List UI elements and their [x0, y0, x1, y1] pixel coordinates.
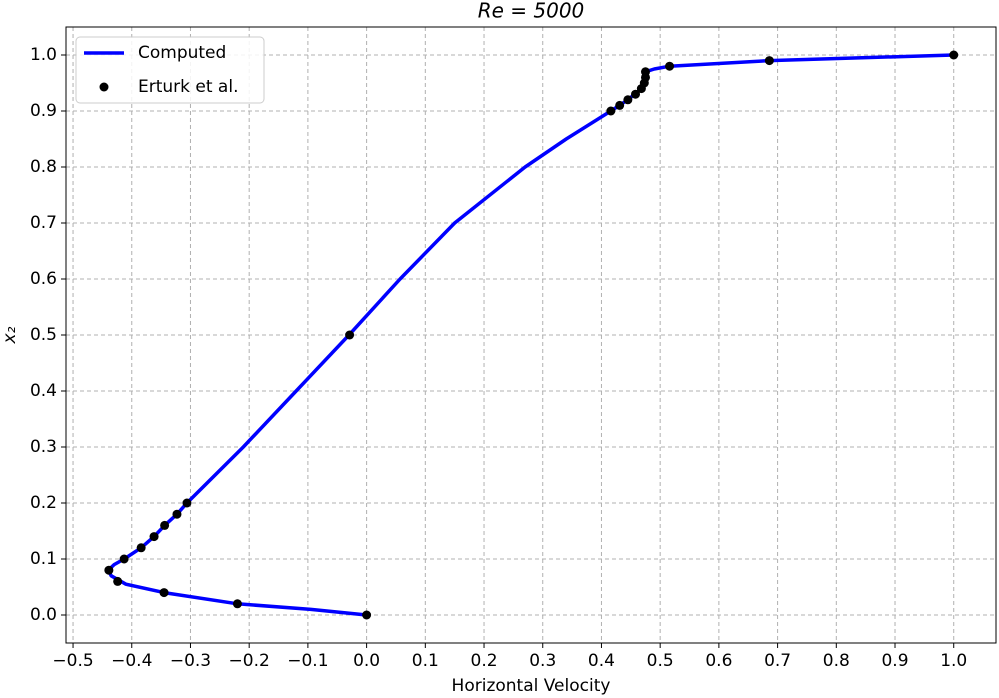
y-tick-label: 0.4: [30, 381, 57, 401]
data-point: [113, 576, 123, 586]
data-point: [615, 100, 625, 110]
data-point: [665, 61, 675, 71]
x-tick-label: 0.0: [353, 651, 380, 671]
x-axis-label: Horizontal Velocity: [452, 676, 611, 696]
chart-title: Re = 5000: [478, 0, 585, 23]
y-tick-label: 0.3: [30, 437, 57, 457]
y-tick-label: 1.0: [30, 45, 57, 65]
data-point: [149, 532, 159, 542]
data-point: [631, 89, 641, 99]
x-tick-label: 0.9: [881, 651, 908, 671]
x-tick-label: 0.6: [705, 651, 732, 671]
data-point: [172, 509, 182, 519]
x-tick-label: 0.5: [647, 651, 674, 671]
x-tick-label: 0.2: [471, 651, 498, 671]
legend-label: Computed: [138, 43, 226, 63]
data-point: [362, 610, 372, 620]
x-tick-label: −0.2: [229, 651, 270, 671]
data-point: [764, 56, 774, 66]
x-tick-label: −0.5: [52, 651, 93, 671]
y-tick-label: 0.1: [30, 549, 57, 569]
data-point: [119, 554, 129, 564]
legend-swatch: [99, 82, 109, 92]
data-point: [606, 106, 616, 116]
y-tick-label: 0.5: [30, 325, 57, 345]
plot-frame: [65, 26, 997, 644]
data-point: [636, 84, 646, 94]
x-tick-label: −0.1: [287, 651, 328, 671]
data-point: [232, 599, 242, 609]
y-axis-label: x₂: [0, 326, 20, 344]
x-tick-label: −0.4: [111, 651, 152, 671]
y-tick-label: 0.0: [30, 605, 57, 625]
data-point: [160, 520, 170, 530]
data-point: [182, 498, 192, 508]
x-tick-label: 0.7: [764, 651, 791, 671]
y-tick-label: 0.2: [30, 493, 57, 513]
legend-label: Erturk et al.: [138, 77, 238, 97]
x-tick-label: 0.3: [529, 651, 556, 671]
y-tick-label: 0.7: [30, 213, 57, 233]
x-tick-label: 0.4: [588, 651, 615, 671]
y-tick-label: 0.6: [30, 269, 57, 289]
data-point: [104, 565, 114, 575]
data-point: [949, 50, 959, 60]
x-tick-label: −0.3: [170, 651, 211, 671]
x-tick-label: 1.0: [940, 651, 967, 671]
data-point: [623, 95, 633, 105]
data-point: [159, 588, 169, 598]
x-tick-label: 0.1: [412, 651, 439, 671]
x-tick-label: 0.8: [823, 651, 850, 671]
data-point: [136, 543, 146, 553]
data-point: [345, 330, 355, 340]
y-tick-label: 0.9: [30, 101, 57, 121]
y-tick-label: 0.8: [30, 157, 57, 177]
